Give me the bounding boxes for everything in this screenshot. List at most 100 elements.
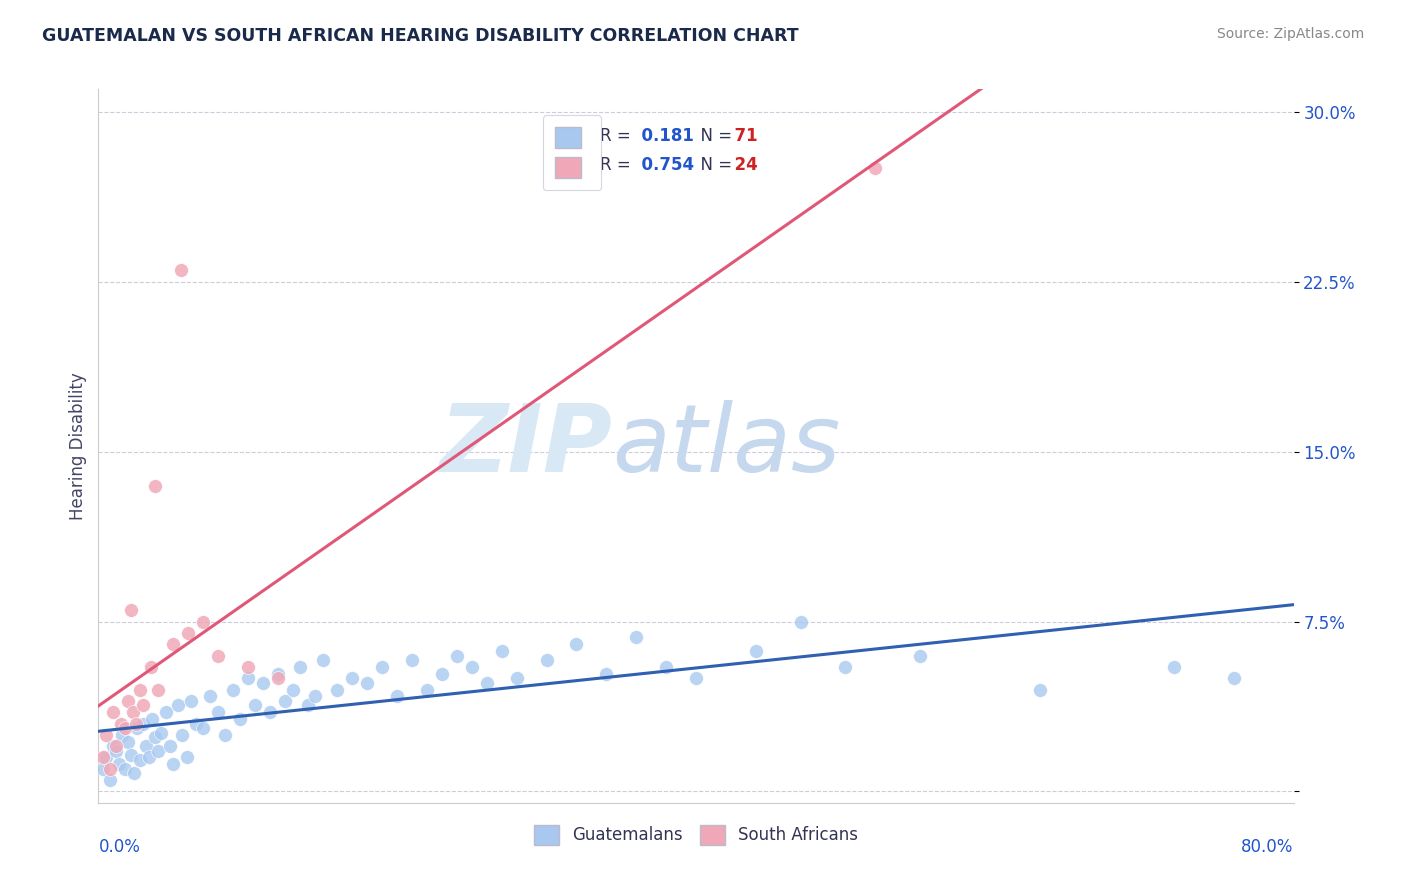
Point xyxy=(908,648,931,663)
Point xyxy=(110,716,132,731)
Point xyxy=(191,721,214,735)
Point xyxy=(356,675,378,690)
Point xyxy=(430,666,453,681)
Point xyxy=(132,716,155,731)
Point xyxy=(236,671,259,685)
Point xyxy=(214,728,236,742)
Point xyxy=(129,682,152,697)
Point xyxy=(229,712,252,726)
Point xyxy=(565,637,588,651)
Point xyxy=(446,648,468,663)
Text: N =: N = xyxy=(690,155,737,174)
Text: N =: N = xyxy=(690,127,737,145)
Point xyxy=(416,682,439,697)
Point xyxy=(98,762,122,776)
Point xyxy=(105,744,128,758)
Point xyxy=(150,725,173,739)
Point xyxy=(385,690,409,704)
Point xyxy=(169,263,191,277)
Point xyxy=(297,698,319,713)
Point xyxy=(180,694,202,708)
Point xyxy=(311,653,333,667)
Text: 0.754: 0.754 xyxy=(630,155,695,174)
Point xyxy=(159,739,181,754)
Point xyxy=(114,721,136,735)
Point xyxy=(98,773,122,788)
Text: 80.0%: 80.0% xyxy=(1241,838,1294,856)
Point xyxy=(143,730,166,744)
Point xyxy=(143,478,166,492)
Point xyxy=(139,660,162,674)
Point xyxy=(267,666,290,681)
Point xyxy=(252,675,274,690)
Point xyxy=(166,698,188,713)
Point xyxy=(685,671,707,685)
Point xyxy=(105,739,128,754)
Point xyxy=(162,757,184,772)
Point xyxy=(94,750,117,764)
Text: atlas: atlas xyxy=(613,401,841,491)
Point xyxy=(177,626,200,640)
Point xyxy=(745,644,768,658)
Point xyxy=(117,734,139,748)
Point xyxy=(326,682,349,697)
Point xyxy=(222,682,245,697)
Point xyxy=(274,694,297,708)
Point xyxy=(595,666,617,681)
Point xyxy=(371,660,394,674)
Legend: Guatemalans, South Africans: Guatemalans, South Africans xyxy=(527,818,865,852)
Text: GUATEMALAN VS SOUTH AFRICAN HEARING DISABILITY CORRELATION CHART: GUATEMALAN VS SOUTH AFRICAN HEARING DISA… xyxy=(42,27,799,45)
Text: ZIP: ZIP xyxy=(440,400,613,492)
Point xyxy=(536,653,558,667)
Point xyxy=(91,750,114,764)
Point xyxy=(1223,671,1246,685)
Text: 24: 24 xyxy=(724,155,758,174)
Point xyxy=(259,705,281,719)
Point xyxy=(401,653,423,667)
Point xyxy=(789,615,811,629)
Text: 0.181: 0.181 xyxy=(630,127,695,145)
Point xyxy=(117,694,139,708)
Point xyxy=(304,690,326,704)
Point xyxy=(475,675,498,690)
Point xyxy=(129,753,152,767)
Text: 0.0%: 0.0% xyxy=(98,838,141,856)
Point xyxy=(120,603,142,617)
Point xyxy=(91,762,114,776)
Text: R =: R = xyxy=(600,127,637,145)
Text: 71: 71 xyxy=(724,127,758,145)
Point xyxy=(108,757,131,772)
Point xyxy=(121,705,143,719)
Point xyxy=(176,750,198,764)
Point xyxy=(103,705,125,719)
Point xyxy=(184,716,207,731)
Point xyxy=(148,682,170,697)
Point xyxy=(245,698,267,713)
Point xyxy=(1028,682,1050,697)
Point xyxy=(141,712,163,726)
Point xyxy=(127,721,149,735)
Point xyxy=(135,739,157,754)
Point xyxy=(506,671,529,685)
Text: Source: ZipAtlas.com: Source: ZipAtlas.com xyxy=(1216,27,1364,41)
Point xyxy=(132,698,155,713)
Point xyxy=(114,762,136,776)
Point xyxy=(461,660,484,674)
Point xyxy=(207,705,229,719)
Point xyxy=(200,690,222,704)
Point xyxy=(138,750,160,764)
Point xyxy=(626,631,648,645)
Point xyxy=(103,739,125,754)
Point xyxy=(267,671,290,685)
Point xyxy=(491,644,513,658)
Point xyxy=(125,716,148,731)
Point xyxy=(94,728,117,742)
Y-axis label: Hearing Disability: Hearing Disability xyxy=(69,372,87,520)
Point xyxy=(120,748,142,763)
Text: R =: R = xyxy=(600,155,637,174)
Point xyxy=(162,637,184,651)
Point xyxy=(342,671,364,685)
Point xyxy=(281,682,304,697)
Point xyxy=(148,744,170,758)
Point xyxy=(865,161,887,176)
